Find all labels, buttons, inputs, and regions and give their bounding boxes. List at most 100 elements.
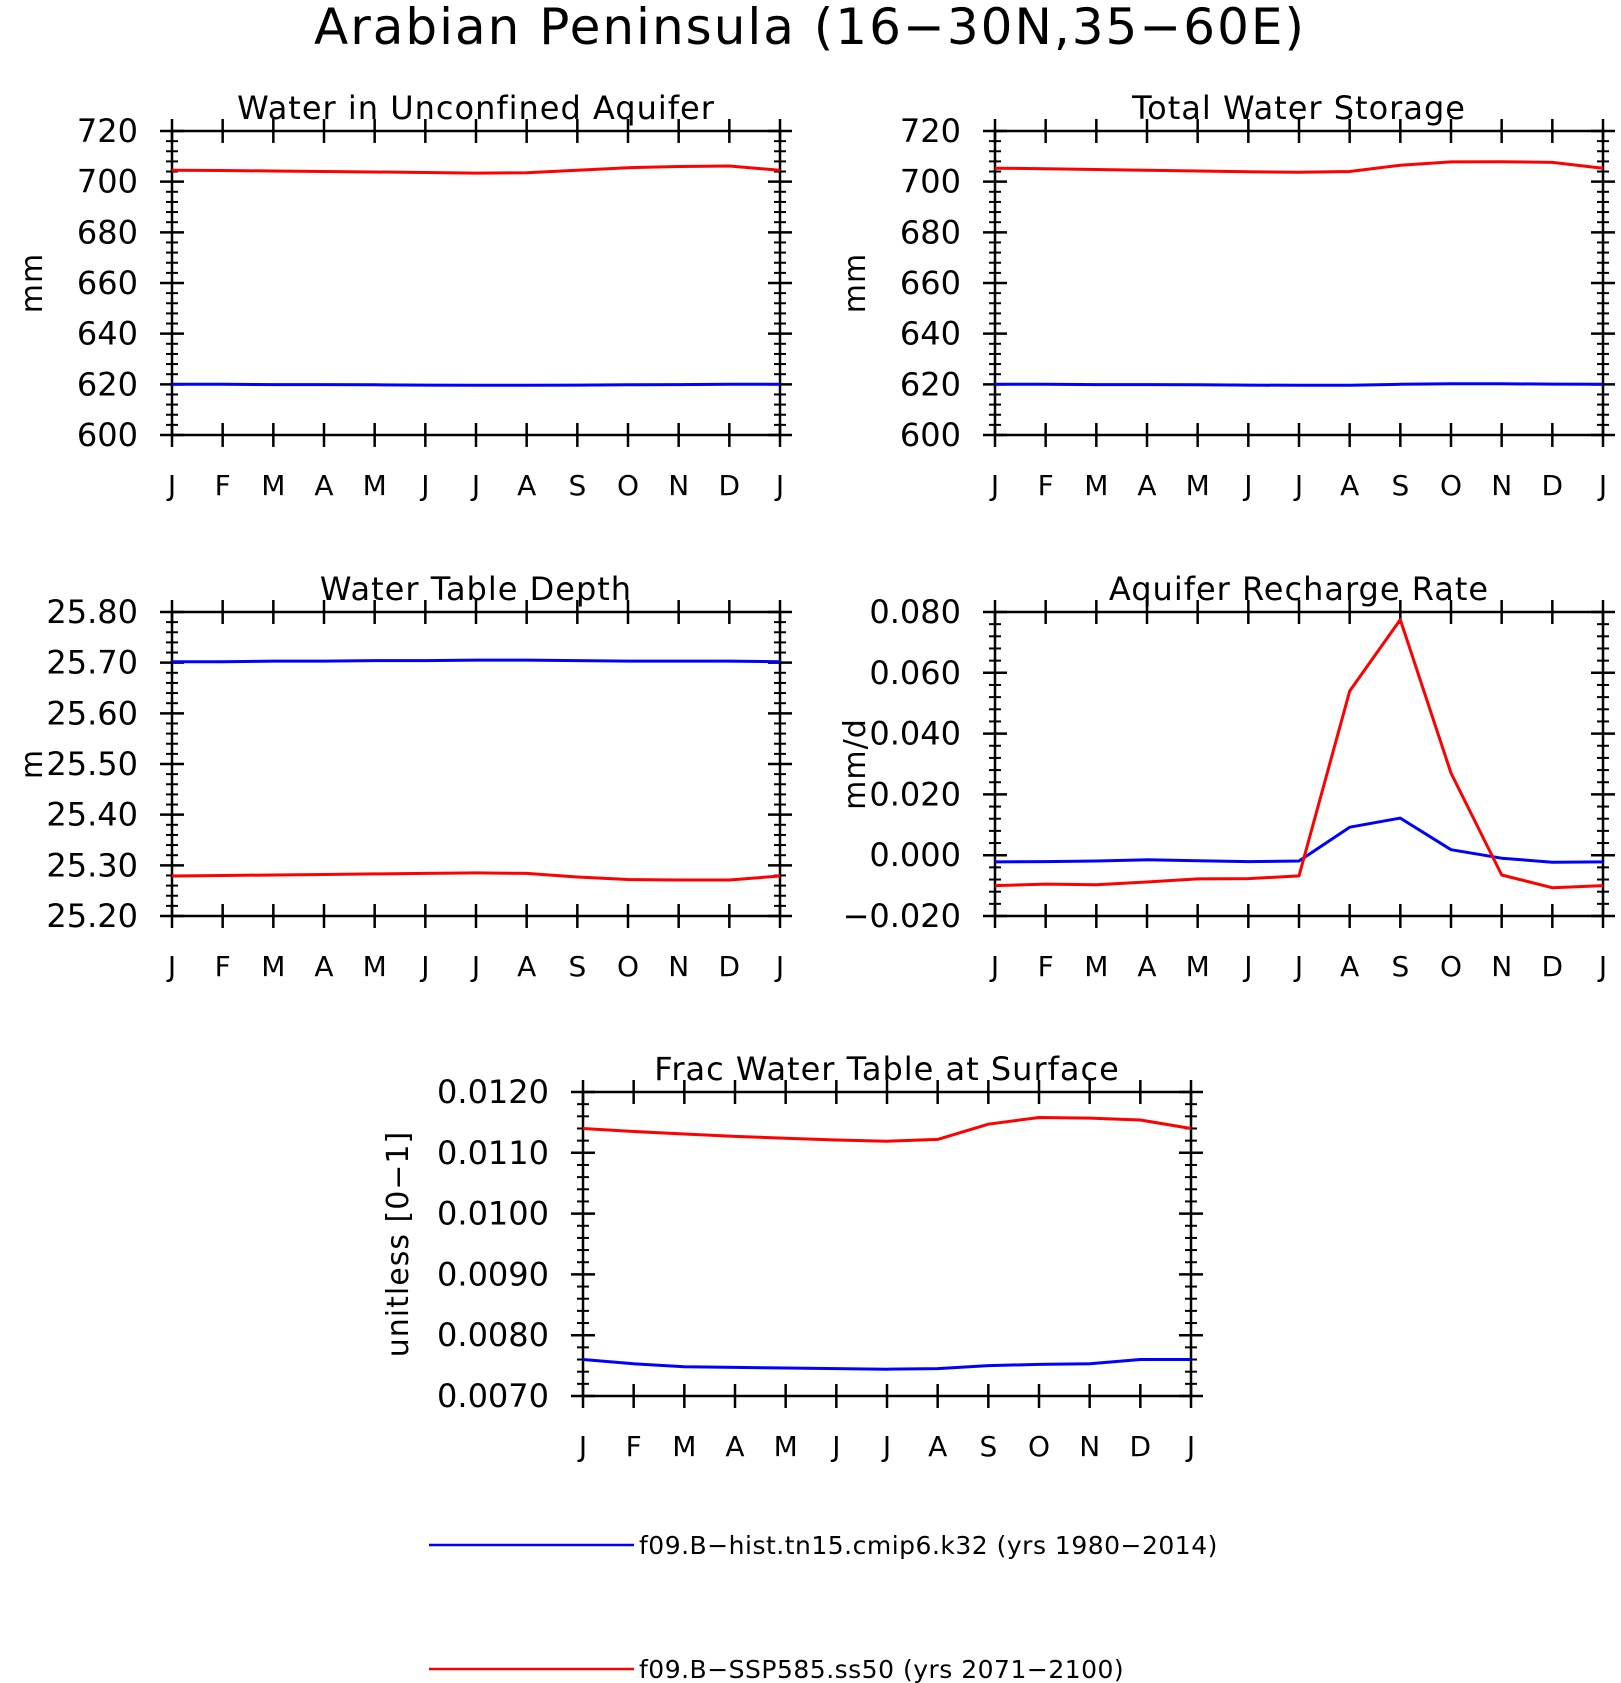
y-tick-label: 0.0080 <box>437 1316 549 1354</box>
plot-frame <box>170 129 782 437</box>
x-tick-label: F <box>1038 950 1054 983</box>
y-tick-label: 600 <box>900 416 961 454</box>
y-tick-label: 620 <box>900 365 961 403</box>
x-tick-label: A <box>314 950 333 983</box>
y-tick-label: 0.0120 <box>437 1073 549 1111</box>
x-tick-label: D <box>719 950 741 983</box>
y-tick-label: 0.020 <box>869 775 961 813</box>
y-tick-label: 0.0100 <box>437 1195 549 1233</box>
x-tick-label: A <box>1340 950 1359 983</box>
series-line-historical <box>172 658 781 664</box>
y-tick-label: 0.0070 <box>437 1377 549 1415</box>
x-tick-label: S <box>1391 469 1409 502</box>
chart-panel-4: Aquifer Recharge Rate0.0800.0600.0400.02… <box>838 570 1615 983</box>
y-tick-label: 640 <box>77 315 138 353</box>
x-tick-label: J <box>830 1430 840 1463</box>
x-tick-label: J <box>166 469 176 502</box>
x-tick-label: M <box>672 1430 696 1463</box>
plot-frame <box>581 1090 1193 1398</box>
series-line-ssp585 <box>994 160 1604 174</box>
x-tick-label: J <box>419 469 429 502</box>
series-line-ssp585 <box>582 1116 1192 1143</box>
x-tick-label: J <box>1185 1430 1195 1463</box>
x-tick-label: A <box>928 1430 947 1463</box>
x-tick-label: F <box>215 950 231 983</box>
x-tick-label: A <box>725 1430 744 1463</box>
y-tick-label: 600 <box>77 416 138 454</box>
chart-panel-1: Water in Unconfined Aquifer7207006806606… <box>15 89 792 502</box>
series-line-historical <box>172 382 780 387</box>
x-tick-label: A <box>1137 469 1156 502</box>
x-tick-label: F <box>1038 469 1054 502</box>
y-tick-label: 680 <box>77 213 138 251</box>
x-tick-label: J <box>1597 469 1607 502</box>
y-tick-label: 640 <box>900 315 961 353</box>
x-tick-label: J <box>881 1430 891 1463</box>
x-tick-label: F <box>626 1430 642 1463</box>
y-tick-label: 0.000 <box>869 836 961 874</box>
plot-frame <box>993 129 1605 437</box>
x-tick-label: N <box>1491 950 1512 983</box>
x-tick-label: F <box>215 469 231 502</box>
x-tick-label: O <box>1440 469 1462 502</box>
x-tick-label: O <box>617 950 639 983</box>
x-tick-label: O <box>1028 1430 1050 1463</box>
x-tick-label: S <box>979 1430 997 1463</box>
y-tick-label: 25.80 <box>46 593 138 631</box>
y-axis-label: mm <box>838 253 873 313</box>
x-tick-label: A <box>1137 950 1156 983</box>
y-tick-label: 25.50 <box>46 745 138 783</box>
x-tick-label: J <box>1242 950 1252 983</box>
y-tick-label: 25.30 <box>46 846 138 884</box>
x-tick-label: N <box>1079 1430 1100 1463</box>
x-tick-label: M <box>363 469 387 502</box>
x-tick-label: M <box>774 1430 798 1463</box>
x-tick-label: J <box>989 950 999 983</box>
series-line-ssp585 <box>994 618 1604 890</box>
y-tick-label: 25.20 <box>46 897 138 935</box>
x-tick-label: N <box>1491 469 1512 502</box>
x-tick-label: J <box>470 950 480 983</box>
series-line-ssp585 <box>171 164 781 175</box>
x-tick-label: J <box>774 950 784 983</box>
x-tick-label: D <box>1542 469 1564 502</box>
y-tick-label: 660 <box>900 264 961 302</box>
y-tick-label: 0.080 <box>869 593 961 631</box>
y-tick-label: 25.40 <box>46 796 138 834</box>
x-tick-label: J <box>577 1430 587 1463</box>
x-tick-label: O <box>1440 950 1462 983</box>
x-tick-label: N <box>668 950 689 983</box>
x-tick-label: J <box>419 950 429 983</box>
x-tick-label: A <box>1340 469 1359 502</box>
x-tick-label: J <box>166 950 176 983</box>
x-tick-label: M <box>1186 469 1210 502</box>
x-tick-label: A <box>314 469 333 502</box>
x-tick-label: J <box>989 469 999 502</box>
x-tick-label: J <box>1293 469 1303 502</box>
x-tick-label: J <box>1242 469 1252 502</box>
x-tick-label: N <box>668 469 689 502</box>
y-tick-label: −0.020 <box>843 897 961 935</box>
series-line-historical <box>994 816 1604 864</box>
y-axis-label: unitless [0−1] <box>381 1131 416 1357</box>
x-tick-label: S <box>568 469 586 502</box>
y-axis-label: mm <box>15 253 50 313</box>
plot-frame <box>170 610 782 918</box>
x-tick-label: A <box>517 950 536 983</box>
x-tick-label: J <box>774 469 784 502</box>
y-tick-label: 25.70 <box>46 644 138 682</box>
series-line-historical <box>582 1358 1191 1371</box>
y-tick-label: 700 <box>900 163 961 201</box>
legend: f09.B−hist.tn15.cmip6.k32 (yrs 1980−2014… <box>429 1531 1218 1683</box>
chart-panel-5: Frac Water Table at Surface0.01200.01100… <box>381 1050 1203 1463</box>
y-tick-label: 680 <box>900 213 961 251</box>
legend-label-historical: f09.B−hist.tn15.cmip6.k32 (yrs 1980−2014… <box>639 1531 1218 1560</box>
chart-panels: Water in Unconfined Aquifer7207006806606… <box>15 89 1615 1463</box>
x-tick-label: D <box>1542 950 1564 983</box>
y-tick-label: 720 <box>900 112 961 150</box>
series-line-ssp585 <box>171 871 781 882</box>
series-line-historical <box>995 382 1604 387</box>
figure-title: Arabian Peninsula (16−30N,35−60E) <box>314 0 1306 56</box>
x-tick-label: S <box>1391 950 1409 983</box>
